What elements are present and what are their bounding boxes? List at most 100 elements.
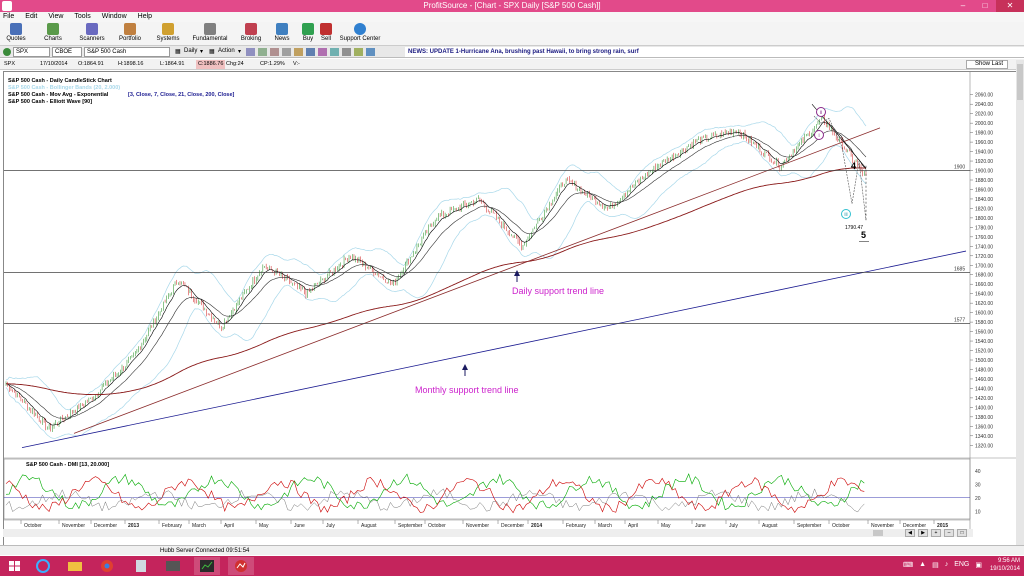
- bollinger-upper: [5, 106, 867, 411]
- symbol-input[interactable]: SPX: [13, 47, 50, 57]
- trading-app-taskbar-icon[interactable]: [194, 557, 220, 575]
- price-axis-label: 1620.00: [975, 301, 993, 307]
- print-icon[interactable]: [330, 48, 339, 56]
- bollinger-lower: [5, 140, 867, 439]
- price-pane: [4, 72, 970, 458]
- price-axis-label: 1720.00: [975, 254, 993, 260]
- menu-help[interactable]: Help: [137, 13, 153, 20]
- dmi-axis-label: 10: [975, 509, 981, 515]
- menu-file[interactable]: File: [3, 13, 15, 20]
- volume-icon[interactable]: ♪: [944, 561, 949, 568]
- action-menu[interactable]: Action: [218, 48, 235, 54]
- horizontal-scrollbar[interactable]: [3, 529, 973, 537]
- refresh-icon[interactable]: [354, 48, 363, 56]
- time-axis-label: 2013: [128, 523, 139, 529]
- vertical-scrollbar[interactable]: [1016, 60, 1024, 546]
- time-axis-label: July: [326, 523, 335, 529]
- time-axis-label: July: [729, 523, 738, 529]
- elliott-icon[interactable]: [318, 48, 327, 56]
- menu-window[interactable]: Window: [101, 13, 127, 20]
- status-bar: Hubb Server Connected 09:51:54: [0, 545, 1024, 555]
- price-axis-label: 2020.00: [975, 112, 993, 118]
- toolbar-support-button[interactable]: Support Center: [338, 23, 382, 42]
- close-button[interactable]: ✕: [996, 0, 1024, 12]
- time-axis-label: March: [192, 523, 206, 529]
- menu-tools[interactable]: Tools: [74, 13, 91, 20]
- window-controls: – □ ✕: [952, 0, 1024, 12]
- price-axis-label: 1400.00: [975, 405, 993, 411]
- period-icon: ▦: [175, 49, 181, 55]
- toolbar-systems-button[interactable]: Systems: [154, 23, 182, 42]
- price-axis-label: 1440.00: [975, 386, 993, 392]
- time-axis-label: 2015: [937, 523, 948, 529]
- toolbar-news-button[interactable]: News: [272, 23, 292, 42]
- exchange-input[interactable]: CBOE: [52, 47, 82, 57]
- scrollbar-thumb[interactable]: [1017, 64, 1023, 100]
- toolbar-fundamental-button[interactable]: Fundamental: [192, 23, 228, 42]
- time-axis-label: June: [294, 523, 305, 529]
- menu-edit[interactable]: Edit: [25, 13, 38, 20]
- maximize-button[interactable]: □: [982, 1, 988, 10]
- network-icon[interactable]: ▤: [932, 562, 939, 569]
- toolbar-charts-button[interactable]: Charts: [40, 23, 66, 42]
- toolbar-scanners-button[interactable]: Scanners: [78, 23, 106, 42]
- keyboard-icon[interactable]: ⌨: [903, 562, 914, 569]
- price-axis-label: 1800.00: [975, 216, 993, 222]
- draw-tool-icon[interactable]: [246, 48, 255, 56]
- chevron-down-icon[interactable]: ▾: [238, 49, 242, 55]
- scroll-left-icon[interactable]: ◀: [905, 529, 915, 537]
- toolbar-quotes-button[interactable]: Quotes: [4, 23, 28, 42]
- sell-icon: [320, 23, 332, 35]
- security-name-field[interactable]: S&P 500 Cash: [84, 47, 170, 57]
- chevron-up-icon[interactable]: ▲: [919, 561, 927, 568]
- toolbar-broking-button[interactable]: Broking: [239, 23, 263, 42]
- start-button[interactable]: [2, 557, 28, 575]
- toolbar-sell-button[interactable]: Sell: [318, 23, 334, 42]
- info-close: C:1886.76: [196, 60, 226, 69]
- h-scroll-thumb[interactable]: [873, 530, 883, 536]
- crosshair-icon[interactable]: [282, 48, 291, 56]
- zoom-out-button[interactable]: –: [944, 529, 954, 537]
- clock[interactable]: 9:56 AM 19/10/2014: [989, 558, 1020, 572]
- display-icon[interactable]: ▣: [975, 562, 982, 569]
- legend-elliott: S&P 500 Cash - Elliott Wave [90]: [8, 99, 92, 105]
- show-last-button[interactable]: Show Last: [966, 60, 1008, 69]
- zoom-out-icon[interactable]: [270, 48, 279, 56]
- indicator-icon[interactable]: [294, 48, 303, 56]
- portfolio-icon: [124, 23, 136, 35]
- price-axis-label: 1900.00: [975, 169, 993, 175]
- news-ticker[interactable]: NEWS: UPDATE 1-Hurricane Ana, brushing p…: [405, 47, 1024, 57]
- period-select[interactable]: Daily: [184, 48, 198, 54]
- help-icon[interactable]: [366, 48, 375, 56]
- menu-view[interactable]: View: [48, 13, 64, 20]
- language-indicator[interactable]: ENG: [954, 561, 970, 568]
- scroll-right-icon[interactable]: ▶: [918, 529, 928, 537]
- profitsource-taskbar-icon[interactable]: [228, 557, 254, 575]
- price-axis-label: 2040.00: [975, 102, 993, 108]
- chart-panel[interactable]: 2060.00 2040.00 2020.00 2000.00 1980.00 1960.…: [3, 71, 1017, 546]
- zoom-in-icon[interactable]: [258, 48, 267, 56]
- settings-icon[interactable]: [342, 48, 351, 56]
- price-axis-label: 1860.00: [975, 187, 993, 193]
- info-low: L:1864.91: [160, 61, 185, 67]
- toolbar-portfolio-button[interactable]: Portfolio: [117, 23, 143, 42]
- buy-icon: [302, 23, 314, 35]
- explorer-taskbar-icon[interactable]: [62, 557, 88, 575]
- ie-taskbar-icon[interactable]: [30, 557, 56, 575]
- price-chart[interactable]: 2060.00 2040.00 2020.00 2000.00 1980.00 1960.…: [3, 72, 1016, 545]
- chevron-down-icon[interactable]: ▾: [200, 49, 204, 55]
- dmi-minus-line: [5, 476, 865, 514]
- price-axis-label: 1580.00: [975, 320, 993, 326]
- minimize-button[interactable]: –: [960, 1, 966, 10]
- toolbar-buy-button[interactable]: Buy: [300, 23, 316, 42]
- fit-button[interactable]: □: [957, 529, 967, 537]
- calculator-taskbar-icon[interactable]: [128, 557, 154, 575]
- template-icon[interactable]: [306, 48, 315, 56]
- app-taskbar-icon[interactable]: [160, 557, 186, 575]
- zoom-in-button[interactable]: +: [931, 529, 941, 537]
- time-axis-label: August: [762, 523, 778, 529]
- chrome-taskbar-icon[interactable]: [94, 557, 120, 575]
- price-axis-label: 1740.00: [975, 244, 993, 250]
- dmi-plus-line: [5, 473, 865, 511]
- time-axis-label: October: [428, 523, 446, 529]
